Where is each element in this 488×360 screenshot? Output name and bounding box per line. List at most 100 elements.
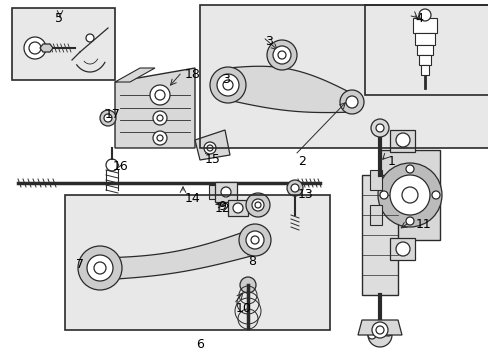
Circle shape <box>245 193 269 217</box>
Bar <box>215 182 237 202</box>
Circle shape <box>203 142 216 154</box>
Text: 13: 13 <box>297 188 313 201</box>
Text: 11: 11 <box>415 218 431 231</box>
Circle shape <box>86 34 94 42</box>
Text: 4: 4 <box>414 12 422 25</box>
Circle shape <box>87 255 113 281</box>
Circle shape <box>78 246 122 290</box>
Circle shape <box>367 323 391 347</box>
Text: 9: 9 <box>218 200 225 213</box>
Polygon shape <box>115 68 195 148</box>
Circle shape <box>250 236 259 244</box>
Bar <box>369 205 381 225</box>
Circle shape <box>240 277 256 293</box>
Circle shape <box>346 96 357 108</box>
Circle shape <box>286 180 303 196</box>
Circle shape <box>254 202 261 208</box>
Bar <box>65 195 329 330</box>
Text: 1: 1 <box>387 155 395 168</box>
Text: 15: 15 <box>204 153 221 166</box>
Bar <box>364 5 488 95</box>
Circle shape <box>431 191 439 199</box>
Bar <box>389 130 414 152</box>
Circle shape <box>418 9 430 21</box>
Circle shape <box>379 191 387 199</box>
Circle shape <box>290 184 298 192</box>
Circle shape <box>405 165 413 173</box>
Circle shape <box>157 115 163 121</box>
Text: 7: 7 <box>76 258 84 271</box>
Circle shape <box>155 90 164 100</box>
Text: 17: 17 <box>105 108 121 121</box>
Text: 18: 18 <box>184 68 201 81</box>
Circle shape <box>375 124 383 132</box>
Polygon shape <box>40 44 53 52</box>
Circle shape <box>106 159 118 171</box>
Text: 2: 2 <box>297 155 305 168</box>
Circle shape <box>157 135 163 141</box>
Text: 5: 5 <box>55 12 63 25</box>
Circle shape <box>370 119 388 137</box>
Bar <box>12 8 115 80</box>
Bar <box>389 238 414 260</box>
Text: 3: 3 <box>222 73 229 86</box>
Bar <box>208 185 217 199</box>
Circle shape <box>367 331 375 339</box>
Circle shape <box>239 224 270 256</box>
Circle shape <box>206 145 213 151</box>
Circle shape <box>278 51 285 59</box>
Bar <box>414 33 434 45</box>
Bar <box>379 150 439 240</box>
Text: 12: 12 <box>215 202 230 215</box>
Circle shape <box>245 231 264 249</box>
Circle shape <box>217 74 239 96</box>
Polygon shape <box>195 130 229 160</box>
Polygon shape <box>200 5 488 148</box>
Text: 10: 10 <box>236 302 251 315</box>
Bar <box>361 175 397 295</box>
Circle shape <box>251 199 264 211</box>
Polygon shape <box>100 228 254 280</box>
Bar <box>12 8 115 80</box>
Circle shape <box>401 187 417 203</box>
Circle shape <box>150 85 170 105</box>
Polygon shape <box>357 320 401 335</box>
Text: 8: 8 <box>247 255 256 268</box>
Circle shape <box>266 40 296 70</box>
Bar <box>364 5 488 95</box>
Circle shape <box>375 326 383 334</box>
Polygon shape <box>115 68 155 82</box>
Bar <box>418 55 430 65</box>
Circle shape <box>395 242 409 256</box>
Circle shape <box>232 203 243 213</box>
Circle shape <box>153 111 167 125</box>
Circle shape <box>24 37 46 59</box>
Circle shape <box>272 46 290 64</box>
Bar <box>420 65 428 75</box>
Bar <box>369 170 381 190</box>
Bar <box>65 195 329 330</box>
Circle shape <box>339 90 363 114</box>
Circle shape <box>395 133 409 147</box>
Circle shape <box>389 175 429 215</box>
Text: 14: 14 <box>184 192 201 205</box>
Circle shape <box>371 322 387 338</box>
Circle shape <box>223 80 232 90</box>
Circle shape <box>221 187 230 197</box>
Text: 16: 16 <box>113 160 128 173</box>
Text: 3: 3 <box>264 35 272 48</box>
Bar <box>412 18 436 33</box>
Circle shape <box>405 217 413 225</box>
Circle shape <box>29 42 41 54</box>
Circle shape <box>104 114 112 122</box>
Bar <box>416 45 432 55</box>
Bar <box>227 200 247 216</box>
Circle shape <box>377 163 441 227</box>
Circle shape <box>153 131 167 145</box>
Circle shape <box>94 262 106 274</box>
Polygon shape <box>227 66 354 113</box>
Circle shape <box>381 324 393 336</box>
Text: 6: 6 <box>196 338 203 351</box>
Circle shape <box>209 67 245 103</box>
Circle shape <box>100 110 116 126</box>
